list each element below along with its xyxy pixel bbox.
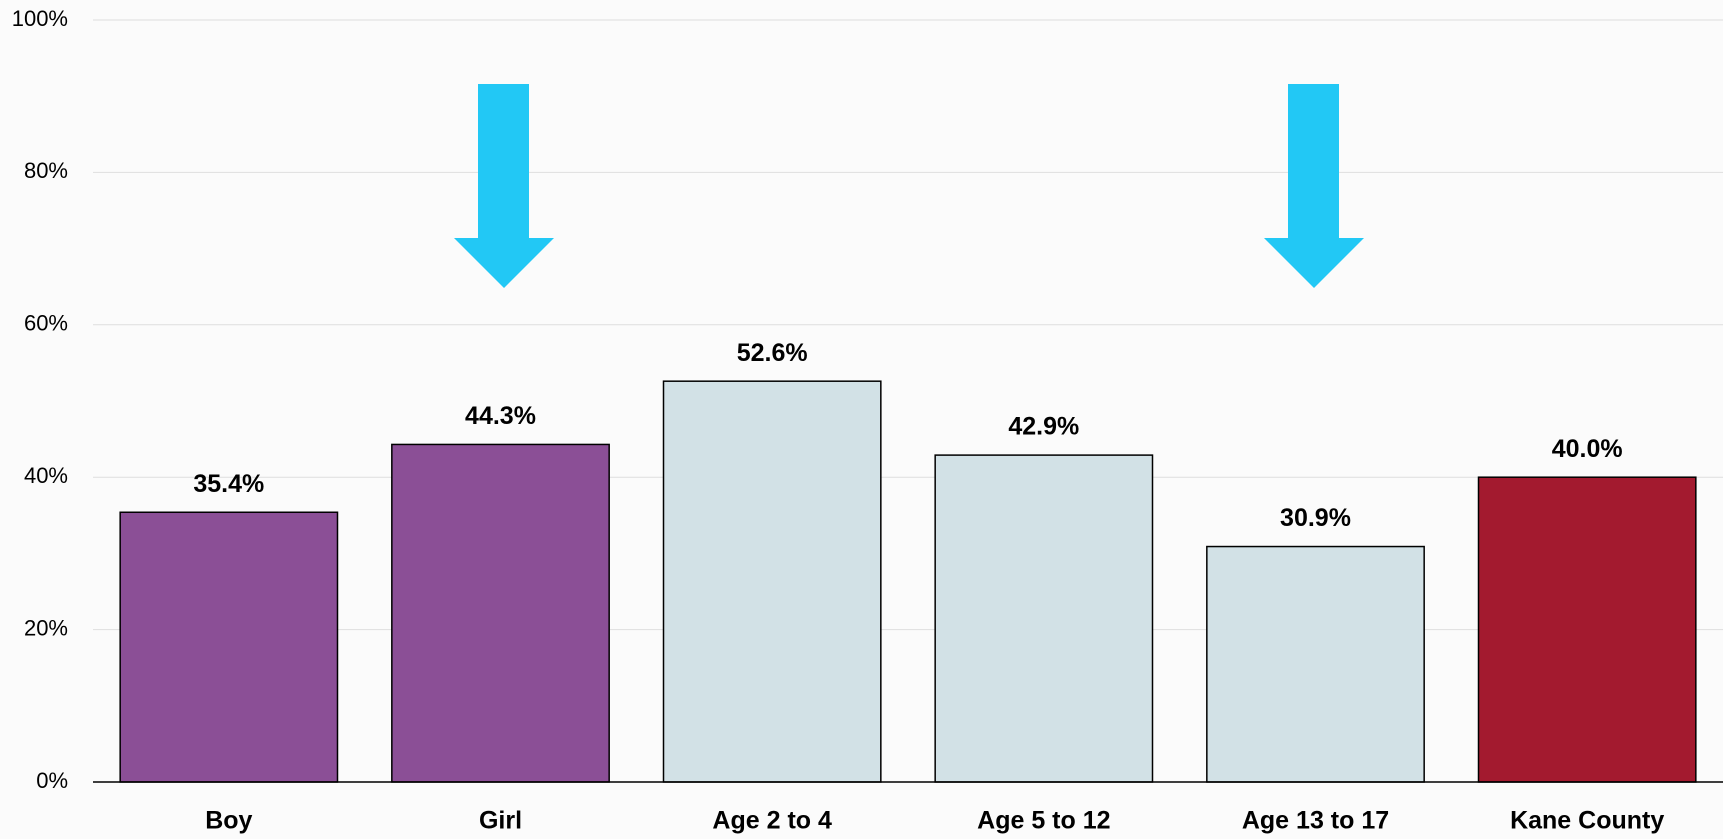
bar	[1206, 545, 1425, 783]
y-tick-label: 80%	[24, 158, 68, 183]
x-tick-label: Age 5 to 12	[977, 807, 1110, 835]
y-tick-label: 20%	[24, 615, 68, 640]
value-label: 40.0%	[1552, 435, 1623, 463]
bar	[119, 511, 339, 783]
x-tick-label: Age 2 to 4	[712, 807, 832, 835]
arrow	[1264, 84, 1364, 288]
bar	[391, 443, 610, 783]
bar	[934, 454, 1154, 783]
value-label: 44.3%	[465, 402, 536, 430]
bar	[662, 380, 882, 783]
value-label: 52.6%	[737, 339, 808, 367]
x-tick-label: Age 13 to 17	[1242, 807, 1389, 835]
value-label: 30.9%	[1280, 504, 1351, 532]
x-tick-label: Girl	[479, 807, 522, 835]
value-label: 42.9%	[1008, 413, 1079, 441]
arrow	[454, 84, 554, 288]
y-tick-label: 0%	[36, 768, 68, 793]
bars	[119, 380, 1697, 783]
value-label: 35.4%	[193, 470, 264, 498]
bar	[1477, 476, 1697, 783]
y-tick-label: 40%	[24, 463, 68, 488]
x-tick-label: Boy	[205, 807, 252, 835]
y-tick-label: 60%	[24, 311, 68, 336]
y-tick-label: 100%	[12, 6, 68, 31]
x-tick-label: Kane County	[1510, 807, 1664, 835]
